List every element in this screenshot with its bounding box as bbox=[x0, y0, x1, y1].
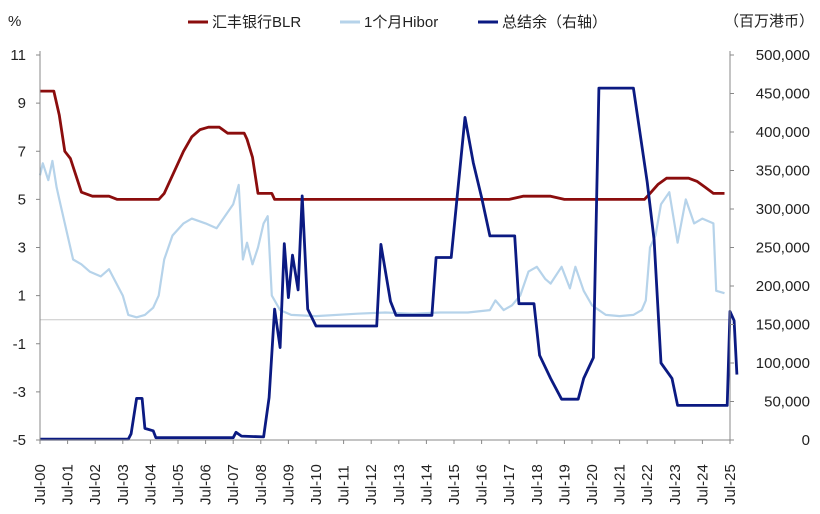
x-tick-label: Jul-25 bbox=[722, 464, 739, 505]
legend-label: 汇丰银行BLR bbox=[212, 14, 301, 31]
right-axis-ticks: 500,000 450,000 400,000 350,000 300,000 250,0… bbox=[730, 47, 810, 449]
right-tick-label: 150,000 bbox=[756, 317, 810, 334]
axes-group bbox=[39, 51, 731, 441]
left-tick-label: 11 bbox=[10, 47, 26, 64]
left-tick-label: 9 bbox=[18, 95, 26, 112]
legend-label: 总结余（右轴） bbox=[502, 13, 607, 31]
x-tick-label: Jul-16 bbox=[474, 464, 491, 505]
x-tick-label: Jul-05 bbox=[170, 464, 187, 505]
x-tick-label: Jul-03 bbox=[115, 464, 132, 505]
x-tick-label: Jul-07 bbox=[225, 464, 242, 505]
x-tick-label: Jul-15 bbox=[446, 464, 463, 505]
x-tick-label: Jul-09 bbox=[280, 464, 297, 505]
x-tick-label: Jul-23 bbox=[667, 464, 684, 505]
left-tick-label: 5 bbox=[18, 191, 26, 208]
left-tick-label: 3 bbox=[18, 240, 26, 257]
legend-label: 1个月Hibor bbox=[364, 14, 438, 31]
x-tick-label: Jul-21 bbox=[612, 464, 629, 505]
right-tick-label: 200,000 bbox=[756, 278, 810, 295]
right-tick-label: 300,000 bbox=[756, 201, 810, 218]
x-tick-label: Jul-22 bbox=[639, 464, 656, 505]
x-tick-label: Jul-18 bbox=[529, 464, 546, 505]
left-tick-label: 1 bbox=[18, 288, 26, 305]
right-tick-label: 350,000 bbox=[756, 163, 810, 180]
left-tick-label: -1 bbox=[13, 336, 26, 353]
series-line-2 bbox=[38, 159, 725, 319]
x-tick-label: Jul-08 bbox=[253, 464, 270, 505]
left-axis-unit: % bbox=[8, 13, 21, 30]
x-tick-label: Jul-20 bbox=[584, 464, 601, 505]
x-tick-label: Jul-14 bbox=[418, 464, 435, 505]
x-axis-ticks: Jul-00 Jul-01 Jul-02 Jul-03 Jul-04 Jul-05 Jul-… bbox=[32, 440, 739, 505]
x-tick-label: Jul-17 bbox=[501, 464, 518, 505]
left-tick-label: -5 bbox=[13, 432, 26, 449]
x-tick-label: Jul-06 bbox=[198, 464, 215, 505]
series-group bbox=[38, 86, 739, 441]
x-tick-label: Jul-01 bbox=[60, 464, 77, 505]
right-tick-label: 0 bbox=[802, 432, 810, 449]
right-tick-label: 50,000 bbox=[764, 394, 810, 411]
right-tick-label: 500,000 bbox=[756, 47, 810, 64]
right-tick-label: 400,000 bbox=[756, 124, 810, 141]
x-tick-label: Jul-12 bbox=[363, 464, 380, 505]
series-line-3 bbox=[40, 86, 739, 441]
left-tick-label: -3 bbox=[13, 384, 26, 401]
x-tick-label: Jul-19 bbox=[556, 464, 573, 505]
right-tick-label: 450,000 bbox=[756, 86, 810, 103]
right-tick-label: 100,000 bbox=[756, 355, 810, 372]
x-tick-label: Jul-11 bbox=[336, 465, 353, 505]
x-tick-label: Jul-04 bbox=[142, 464, 159, 505]
series-line-1 bbox=[40, 89, 725, 201]
x-tick-label: Jul-24 bbox=[694, 464, 711, 505]
x-tick-label: Jul-13 bbox=[391, 464, 408, 505]
chart-legend: 汇丰银行BLR 1个月Hibor 总结余（右轴） bbox=[188, 13, 607, 31]
left-axis-ticks: 11 9 7 5 3 1 -1 -3 -5 bbox=[10, 47, 40, 449]
right-tick-label: 250,000 bbox=[756, 240, 810, 257]
x-tick-label: Jul-02 bbox=[87, 464, 104, 505]
x-tick-label: Jul-00 bbox=[32, 464, 49, 505]
left-tick-label: 7 bbox=[18, 143, 26, 160]
right-axis-unit: （百万港币） bbox=[724, 13, 814, 30]
x-tick-label: Jul-10 bbox=[308, 464, 325, 505]
